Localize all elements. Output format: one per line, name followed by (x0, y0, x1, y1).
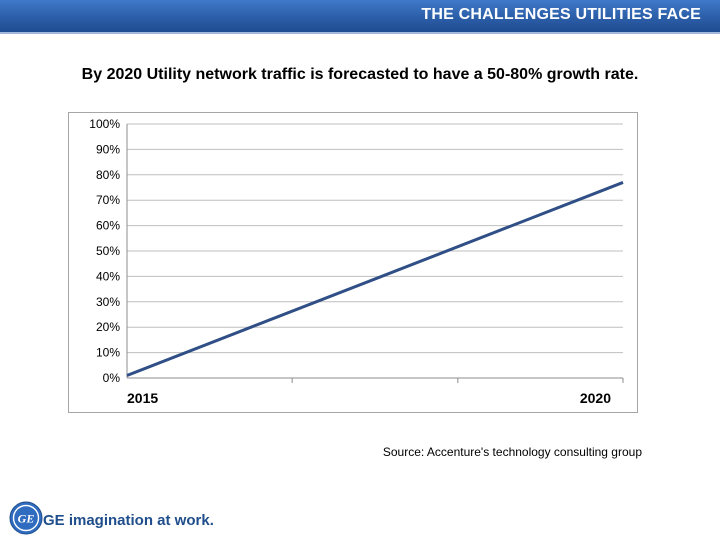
y-tick-label: 30% (96, 295, 120, 309)
headline: By 2020 Utility network traffic is forec… (81, 66, 639, 83)
chart-svg: 0% 10% 20% 30% 40% 50% 60% 70% 80% 90% 100% 2015 202… (89, 117, 624, 406)
source-note: Source: Accenture's technology consultin… (382, 445, 642, 459)
tagline: GE imagination at work. (43, 512, 214, 529)
y-tick-label: 20% (96, 320, 120, 334)
y-tick-label: 50% (96, 244, 120, 258)
ge-logo-icon: GE (9, 501, 43, 535)
line-chart: 0% 10% 20% 30% 40% 50% 60% 70% 80% 90% 100% 2015 202… (68, 112, 638, 413)
x-tick-label: 2015 (127, 390, 158, 406)
x-tick-label: 2020 (580, 390, 611, 406)
y-tick-label: 90% (96, 142, 120, 156)
y-tick-label: 40% (96, 269, 120, 283)
slide-title: THE CHALLENGES UTILITIES FACE (421, 6, 701, 23)
y-tick-label: 10% (96, 346, 120, 360)
y-tick-label: 80% (96, 168, 120, 182)
ge-logo-text: GE (18, 512, 35, 526)
y-tick-label: 100% (89, 117, 120, 131)
y-tick-label: 0% (103, 371, 121, 385)
y-tick-label: 60% (96, 219, 120, 233)
y-tick-label: 70% (96, 193, 120, 207)
header-bar: THE CHALLENGES UTILITIES FACE (0, 0, 720, 34)
series-line-0 (126, 181, 624, 377)
